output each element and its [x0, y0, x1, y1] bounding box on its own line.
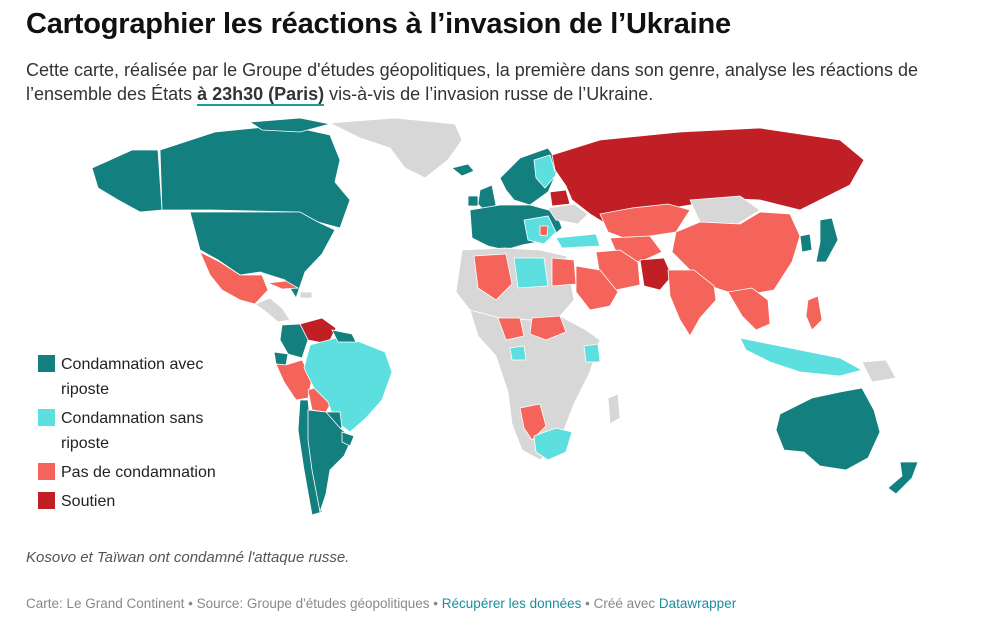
- region-philippines[interactable]: [805, 295, 823, 331]
- region-australia[interactable]: [775, 387, 881, 471]
- region-japan[interactable]: [815, 217, 839, 263]
- region-indonesia[interactable]: [739, 337, 864, 377]
- region-ecuador[interactable]: [273, 351, 289, 366]
- region-south-africa[interactable]: [533, 427, 573, 461]
- legend-swatch: [38, 355, 55, 372]
- region-caribbean[interactable]: [299, 291, 313, 299]
- datawrapper-link[interactable]: Datawrapper: [658, 596, 737, 611]
- region-arabia[interactable]: [575, 265, 619, 311]
- footer: Carte: Le Grand Continent • Source: Grou…: [26, 596, 736, 611]
- region-colombia[interactable]: [279, 323, 309, 359]
- region-turkey[interactable]: [555, 233, 601, 249]
- region-mongolia[interactable]: [689, 195, 761, 225]
- world-map: [91, 117, 919, 516]
- region-mexico[interactable]: [199, 251, 269, 305]
- region-alaska[interactable]: [91, 149, 163, 213]
- region-egypt[interactable]: [551, 257, 577, 287]
- legend-label: Soutien: [61, 493, 116, 510]
- region-uruguay[interactable]: [341, 431, 355, 447]
- map-note: Kosovo et Taïwan ont condamné l'attaque …: [26, 549, 350, 566]
- region-afghanistan-pakistan[interactable]: [639, 257, 673, 291]
- footer-created-with: • Créé avec: [581, 596, 659, 611]
- legend-swatch: [38, 409, 55, 426]
- description: Cette carte, réalisée par le Groupe d'ét…: [26, 58, 976, 106]
- footer-source: Carte: Le Grand Continent • Source: Grou…: [26, 596, 442, 611]
- region-central-america[interactable]: [254, 297, 291, 323]
- legend-item-condemn-riposte[interactable]: Condamnation avec riposte: [38, 352, 238, 402]
- legend-item-no-condemnation[interactable]: Pas de condamnation: [38, 460, 238, 485]
- region-new-zealand[interactable]: [887, 461, 919, 495]
- download-data-link[interactable]: Récupérer les données: [441, 596, 582, 611]
- region-kenya[interactable]: [583, 343, 601, 363]
- region-serbia[interactable]: [539, 225, 549, 237]
- region-greenland[interactable]: [328, 117, 463, 179]
- region-se-asia[interactable]: [727, 287, 771, 331]
- region-canada-islands[interactable]: [248, 117, 331, 133]
- region-korea[interactable]: [799, 233, 813, 253]
- legend-label: Pas de condamnation: [61, 464, 216, 481]
- region-peru[interactable]: [275, 359, 313, 401]
- region-gabon[interactable]: [509, 345, 527, 361]
- description-text-start: Cette carte, réalisée par le Groupe d'ét…: [26, 60, 918, 104]
- region-namibia[interactable]: [519, 403, 547, 441]
- region-argentina[interactable]: [307, 409, 353, 514]
- region-belarus[interactable]: [549, 189, 571, 207]
- region-madagascar[interactable]: [607, 393, 621, 425]
- region-usa[interactable]: [189, 211, 336, 299]
- region-sudan[interactable]: [529, 315, 567, 341]
- legend-swatch: [38, 463, 55, 480]
- timestamp-highlight[interactable]: à 23h30 (Paris): [197, 84, 325, 106]
- region-ukraine[interactable]: [547, 203, 589, 225]
- region-nigeria[interactable]: [497, 317, 525, 341]
- legend-label: Condamnation sans riposte: [61, 410, 204, 452]
- region-cuba[interactable]: [266, 280, 300, 290]
- region-india[interactable]: [667, 269, 717, 337]
- map-legend: Condamnation avec riposte Condamnation s…: [38, 352, 238, 518]
- region-ireland[interactable]: [467, 195, 479, 207]
- legend-swatch: [38, 492, 55, 509]
- region-iceland[interactable]: [451, 163, 475, 177]
- region-papua[interactable]: [861, 359, 897, 383]
- region-guianas[interactable]: [331, 329, 357, 343]
- region-finland[interactable]: [533, 154, 557, 189]
- description-text-end: vis-à-vis de l’invasion russe de l’Ukrai…: [324, 84, 654, 104]
- legend-item-support[interactable]: Soutien: [38, 489, 238, 514]
- region-libya[interactable]: [513, 257, 549, 289]
- legend-item-condemn-no-riposte[interactable]: Condamnation sans riposte: [38, 406, 238, 456]
- region-algeria[interactable]: [473, 253, 513, 301]
- region-brazil[interactable]: [303, 337, 393, 433]
- legend-label: Condamnation avec riposte: [61, 356, 204, 398]
- page-title: Cartographier les réactions à l’invasion…: [26, 8, 731, 40]
